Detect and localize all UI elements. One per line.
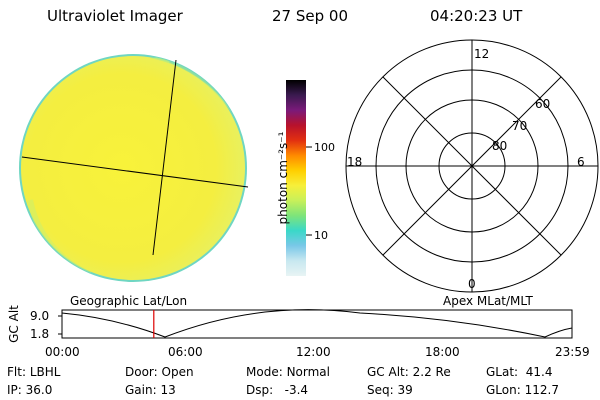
earth-disc — [21, 56, 245, 280]
colorbar-tick-label-10: 10 — [314, 229, 328, 242]
gc-alt-tick-label-high: 9.0 — [30, 309, 50, 323]
geographic-caption: Geographic Lat/Lon — [70, 294, 188, 308]
colorbar-tick-label-100: 100 — [314, 141, 335, 154]
orbit-plot-frame — [61, 309, 573, 339]
app-title: Ultraviolet Imager — [47, 7, 183, 25]
info-flt: Flt: LBHL — [7, 365, 61, 379]
colorbar-rect — [286, 80, 306, 276]
date-label: 27 Sep 00 — [272, 7, 348, 25]
info-ip: IP: 36.0 — [7, 383, 53, 397]
info-dsp: Dsp: -3.4 — [246, 383, 309, 397]
info-gain: Gain: 13 — [125, 383, 176, 397]
gc-alt-tick-label-low: 1.8 — [30, 327, 50, 341]
time-tick-0000: 00:00 — [45, 345, 80, 359]
mlt-label-18: 18 — [347, 155, 363, 169]
time-tick-1800: 18:00 — [425, 345, 460, 359]
orbit-plot — [58, 309, 573, 339]
time-tick-0600: 06:00 — [168, 345, 203, 359]
polar-diagonal-2 — [382, 76, 562, 256]
time-tick-2359: 23:59 — [555, 345, 590, 359]
latitude-line — [21, 156, 249, 188]
info-door: Door: Open — [125, 365, 194, 379]
mlt-label-0: 0 — [468, 277, 476, 291]
apex-caption: Apex MLat/MLT — [443, 294, 533, 308]
info-seq: Seq: 39 — [367, 383, 413, 397]
time-tick-1200: 12:00 — [296, 345, 331, 359]
info-mode: Mode: Normal — [246, 365, 330, 379]
mlt-label-6: 6 — [577, 155, 585, 169]
info-glat: GLat: 41.4 — [486, 365, 553, 379]
lat-label-60: 60 — [535, 97, 551, 111]
time-label: 04:20:23 UT — [430, 7, 523, 25]
longitude-line — [152, 59, 177, 256]
lat-label-70: 70 — [512, 119, 528, 133]
gc-alt-axis-label: GC Alt — [7, 305, 21, 343]
lat-label-80: 80 — [492, 139, 508, 153]
colorbar — [286, 80, 312, 276]
earth-image — [19, 54, 249, 282]
polar-plot — [345, 39, 599, 293]
info-gc-alt: GC Alt: 2.2 Re — [367, 365, 451, 379]
mlt-label-12: 12 — [474, 47, 490, 61]
orbit-altitude-curve — [61, 309, 573, 338]
colorbar-unit-label: photon cm⁻²s⁻¹ — [276, 131, 290, 225]
info-glon: GLon: 112.7 — [486, 383, 559, 397]
